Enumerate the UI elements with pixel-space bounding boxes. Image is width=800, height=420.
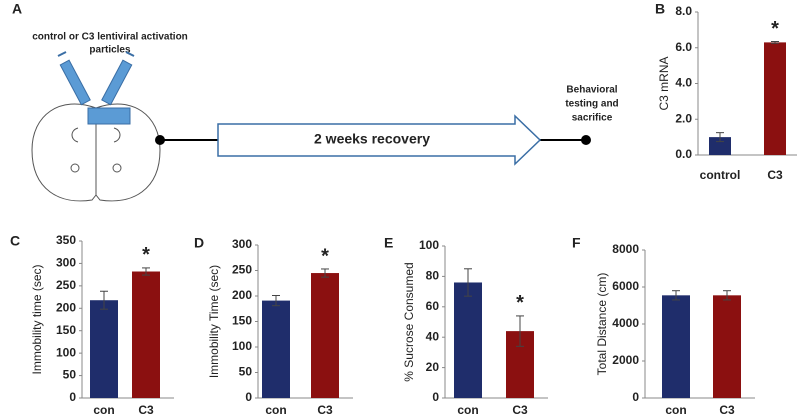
y-axis-label: Total Distance (cm) xyxy=(595,273,609,376)
panel-letter: D xyxy=(194,235,204,251)
x-tick-label: con xyxy=(93,403,114,417)
y-tick-label: 0.0 xyxy=(675,147,692,161)
y-tick-label: 40 xyxy=(426,329,440,343)
bar xyxy=(764,42,786,156)
endpoint-label: sacrifice xyxy=(572,113,613,124)
panel-letter: A xyxy=(12,1,22,17)
bar xyxy=(132,271,160,398)
bar xyxy=(713,295,741,398)
y-tick-label: 0 xyxy=(69,390,76,404)
x-tick-label: C3 xyxy=(719,403,735,417)
panel-letter: B xyxy=(655,1,665,17)
bar xyxy=(90,300,118,398)
y-tick-label: 6.0 xyxy=(675,40,692,54)
timeline xyxy=(155,114,591,166)
y-tick-label: 6000 xyxy=(612,279,639,293)
y-tick-label: 100 xyxy=(232,339,252,353)
y-tick-label: 60 xyxy=(426,299,440,313)
panel-letter: E xyxy=(384,235,393,251)
y-tick-label: 100 xyxy=(56,345,76,359)
significance-marker: * xyxy=(771,18,779,40)
y-tick-label: 350 xyxy=(56,233,76,247)
y-tick-label: 8000 xyxy=(612,242,639,256)
x-tick-label: con xyxy=(665,403,686,417)
y-tick-label: 150 xyxy=(232,314,252,328)
y-tick-label: 0 xyxy=(245,390,252,404)
bar xyxy=(454,282,482,398)
caption-line: particles xyxy=(89,45,131,56)
y-tick-label: 100 xyxy=(419,238,439,252)
y-tick-label: 200 xyxy=(232,288,252,302)
arrow-label: 2 weeks recovery xyxy=(314,131,430,147)
y-tick-label: 2.0 xyxy=(675,111,692,125)
bar xyxy=(262,300,290,398)
x-tick-label: C3 xyxy=(512,403,528,417)
bar xyxy=(709,137,731,155)
x-tick-label: con xyxy=(265,403,286,417)
y-axis-label: % Sucrose Consumed xyxy=(402,262,416,381)
significance-marker: * xyxy=(142,244,150,266)
x-tick-label: C3 xyxy=(138,403,154,417)
panel-letter: C xyxy=(10,233,20,249)
x-tick-label: con xyxy=(457,403,478,417)
y-tick-label: 0 xyxy=(632,390,639,404)
y-tick-label: 250 xyxy=(56,278,76,292)
y-tick-label: 80 xyxy=(426,269,440,283)
endpoint-label: Behavioral xyxy=(566,85,617,96)
syringes xyxy=(57,51,135,125)
bar xyxy=(662,295,690,398)
caption-line: control or C3 lentiviral activation xyxy=(32,32,188,43)
x-tick-label: C3 xyxy=(317,403,333,417)
x-tick-label: C3 xyxy=(767,168,783,182)
y-tick-label: 300 xyxy=(56,256,76,270)
y-tick-label: 20 xyxy=(426,360,440,374)
y-axis-label: Immobility Time (sec) xyxy=(207,265,221,378)
y-tick-label: 250 xyxy=(232,263,252,277)
y-tick-label: 0 xyxy=(432,390,439,404)
panel-letter: F xyxy=(572,235,581,251)
y-tick-label: 2000 xyxy=(612,353,639,367)
bar xyxy=(311,273,339,398)
y-tick-label: 200 xyxy=(56,300,76,314)
y-tick-label: 8.0 xyxy=(675,4,692,18)
significance-marker: * xyxy=(321,245,329,267)
y-axis-label: Immobility time (sec) xyxy=(30,264,44,374)
y-tick-label: 50 xyxy=(239,365,253,379)
y-tick-label: 4000 xyxy=(612,316,639,330)
y-axis-label: C3 mRNA xyxy=(657,56,671,110)
y-tick-label: 300 xyxy=(232,237,252,251)
y-tick-label: 150 xyxy=(56,323,76,337)
significance-marker: * xyxy=(516,292,524,314)
x-tick-label: control xyxy=(700,168,741,182)
y-tick-label: 50 xyxy=(63,368,77,382)
endpoint-label: testing and xyxy=(565,99,618,110)
y-tick-label: 4.0 xyxy=(675,76,692,90)
